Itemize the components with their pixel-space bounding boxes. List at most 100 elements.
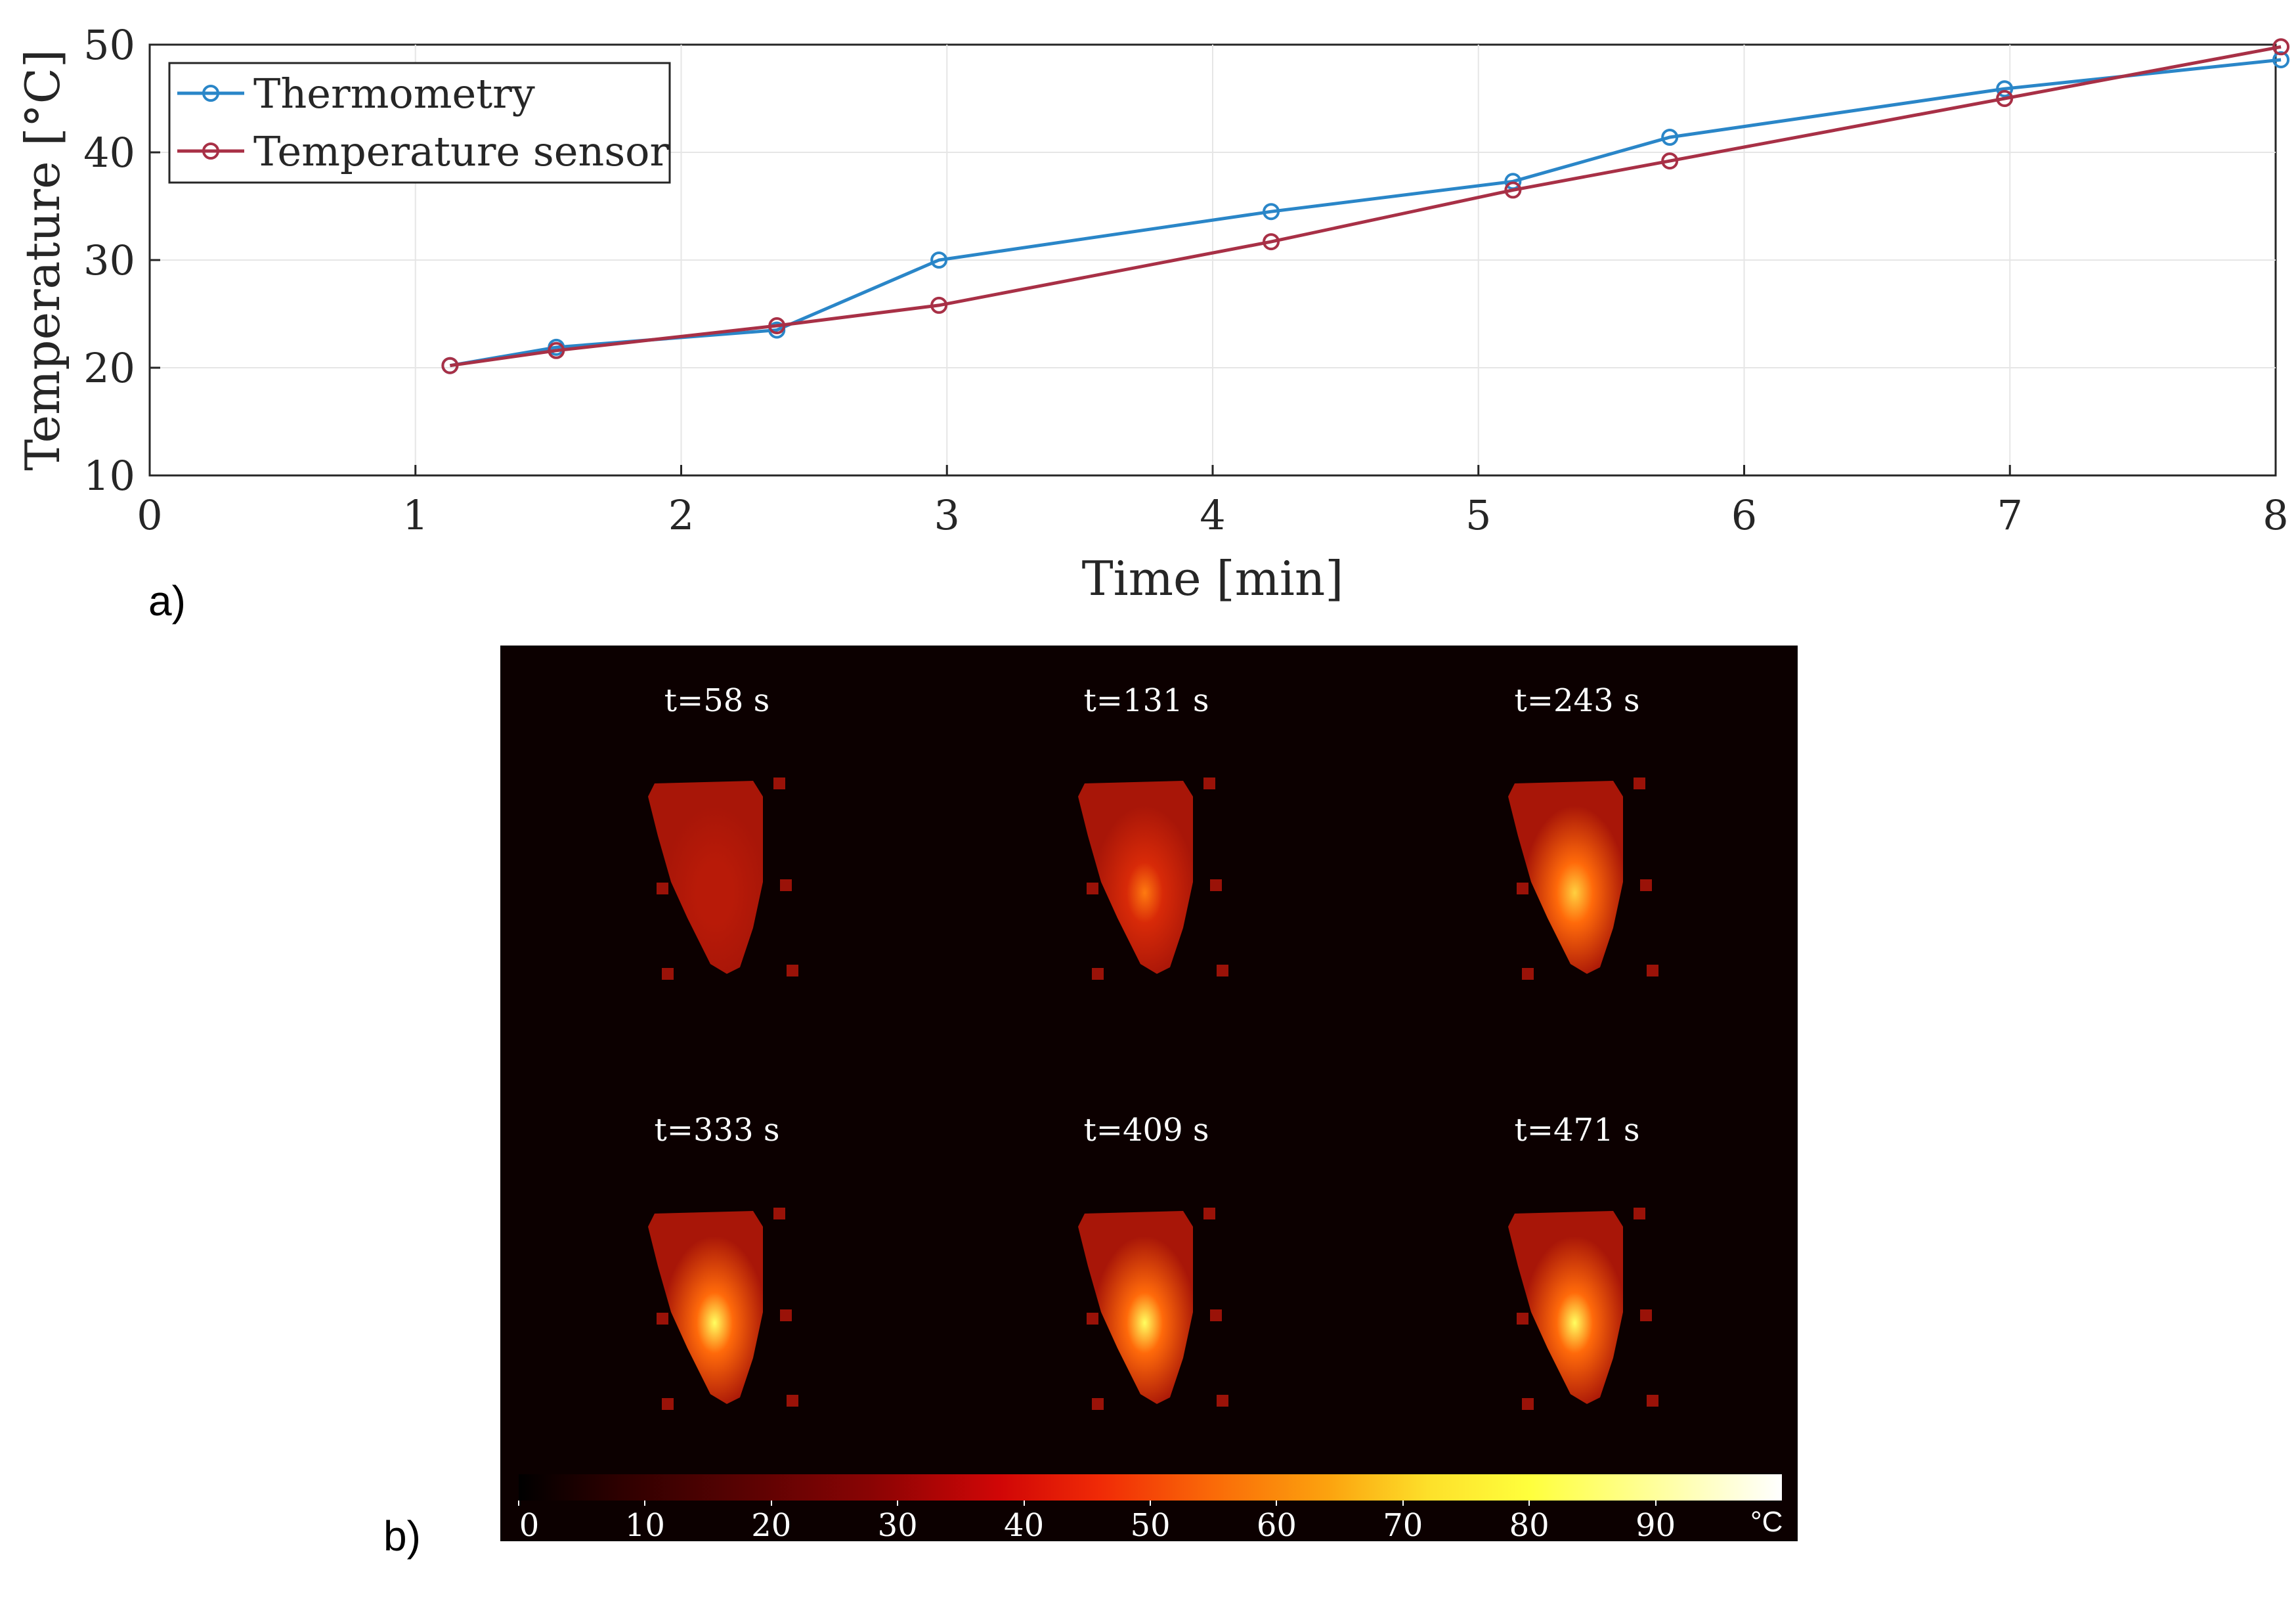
colorbar-tick-mark [897,1501,899,1506]
colorbar-tick-mark [1528,1501,1530,1506]
x-tick-label: 5 [1465,491,1491,539]
colorbar-tick-label: 30 [877,1507,918,1544]
data-point [930,252,948,269]
legend-label: Thermometry [253,70,535,118]
marker-dot [657,1313,668,1325]
marker-dot [1092,1398,1104,1410]
marker-dot [1640,879,1652,891]
x-tick-label: 1 [402,491,428,539]
y-tick-label: 10 [83,452,135,500]
x-tick-label: 7 [1997,491,2023,539]
legend: Thermometry Temperature sensor [168,62,671,184]
colorbar [519,1474,1782,1501]
thermal-frame-image [1508,1208,1658,1410]
colorbar-tick-label: 90 [1635,1507,1676,1544]
marker-dot [1217,965,1228,976]
series-group [441,38,2290,374]
colorbar-tick-mark [518,1501,519,1506]
data-point [1996,90,2014,107]
y-tick-label: 40 [83,129,135,177]
marker-dot [787,1395,798,1407]
marker-dot [1647,1395,1658,1407]
y-tick-label: 20 [83,344,135,392]
marker-dot [662,968,674,980]
x-tick-label: 8 [2263,491,2288,539]
tissue-region [1508,781,1623,974]
data-point [1263,233,1280,251]
marker-dot [1517,1313,1528,1325]
data-point [1504,181,1522,199]
marker-dot [1087,1313,1098,1325]
marker-dot [1634,778,1645,789]
marker-dot [1217,1395,1228,1407]
colorbar-tick-mark [770,1501,772,1506]
data-point [2272,51,2290,68]
data-point [441,357,459,374]
colorbar-tick-mark [1023,1501,1025,1506]
x-axis-label: Time [min] [1082,551,1344,606]
marker-dot [662,1398,674,1410]
axis-ticks: 0 1 2 3 4 5 6 7 8 10 20 30 40 50 [83,21,2289,539]
marker-dot [657,883,668,894]
frame-title: t=333 s [654,1112,780,1149]
marker-dot [1517,883,1528,894]
tissue-region [1078,1211,1193,1404]
marker-dot [1210,879,1222,891]
marker-dot [780,1309,792,1321]
marker-dot [1210,1309,1222,1321]
thermal-frame-image [648,778,798,980]
tissue-region [648,1211,763,1404]
line-chart: 0 1 2 3 4 5 6 7 8 10 20 30 40 50 Time [min] Temperatu… [15,21,2290,606]
colorbar-tick-mark [644,1501,646,1506]
y-tick-label: 50 [83,21,135,69]
colorbar-tick-mark [1655,1501,1657,1506]
x-tick-label: 3 [934,491,960,539]
x-tick-label: 4 [1200,491,1225,539]
marker-dot [1634,1208,1645,1219]
tissue-region [1508,1211,1623,1404]
data-point [1661,152,1679,170]
data-point [1996,80,2014,98]
colorbar-tick-label: 0 [519,1507,540,1544]
x-tick-label: 6 [1731,491,1757,539]
marker-dot [787,965,798,976]
y-axis-label: Temperature [°C] [15,49,70,471]
marker-dot [1203,1208,1215,1219]
marker-dot [780,879,792,891]
thermal-frame-image [1078,1208,1228,1410]
data-point [1263,203,1280,221]
thermal-frame-image [648,1208,798,1410]
x-tick-label: 2 [668,491,694,539]
data-point [548,341,565,359]
frame-title: t=471 s [1514,1112,1640,1149]
series-line-1 [450,45,2282,368]
marker-dot [1647,965,1658,976]
data-point [1661,129,1679,146]
colorbar-tick-label: 80 [1509,1507,1549,1544]
marker-dot [1522,968,1534,980]
tissue-region [1078,781,1193,974]
colorbar-tick-mark [1402,1501,1404,1506]
marker-dot [1087,883,1098,894]
colorbar-tick-label: 20 [751,1507,792,1544]
tissue-region [648,781,763,974]
colorbar-tick-label: 60 [1256,1507,1297,1544]
x-tick-label: 0 [137,491,162,539]
marker-dot [773,778,785,789]
y-tick-label: 30 [83,236,135,284]
thermal-frame-image [1508,778,1658,980]
panel-label-a: a) [148,577,186,625]
legend-box [168,62,671,184]
colorbar-tick-label: 50 [1130,1507,1171,1544]
data-point [2272,38,2290,56]
legend-label: Temperature sensor [253,127,669,175]
data-point [930,296,948,314]
marker-dot [1640,1309,1652,1321]
colorbar-tick-label: 40 [1004,1507,1045,1544]
panel-label-b: b) [383,1512,421,1560]
legend-marker [202,143,219,160]
legend-marker [202,85,219,102]
colorbar-tick-label: 10 [624,1507,665,1544]
colorbar-tick-label: 70 [1383,1507,1423,1544]
colorbar-tick-mark [1150,1501,1151,1506]
